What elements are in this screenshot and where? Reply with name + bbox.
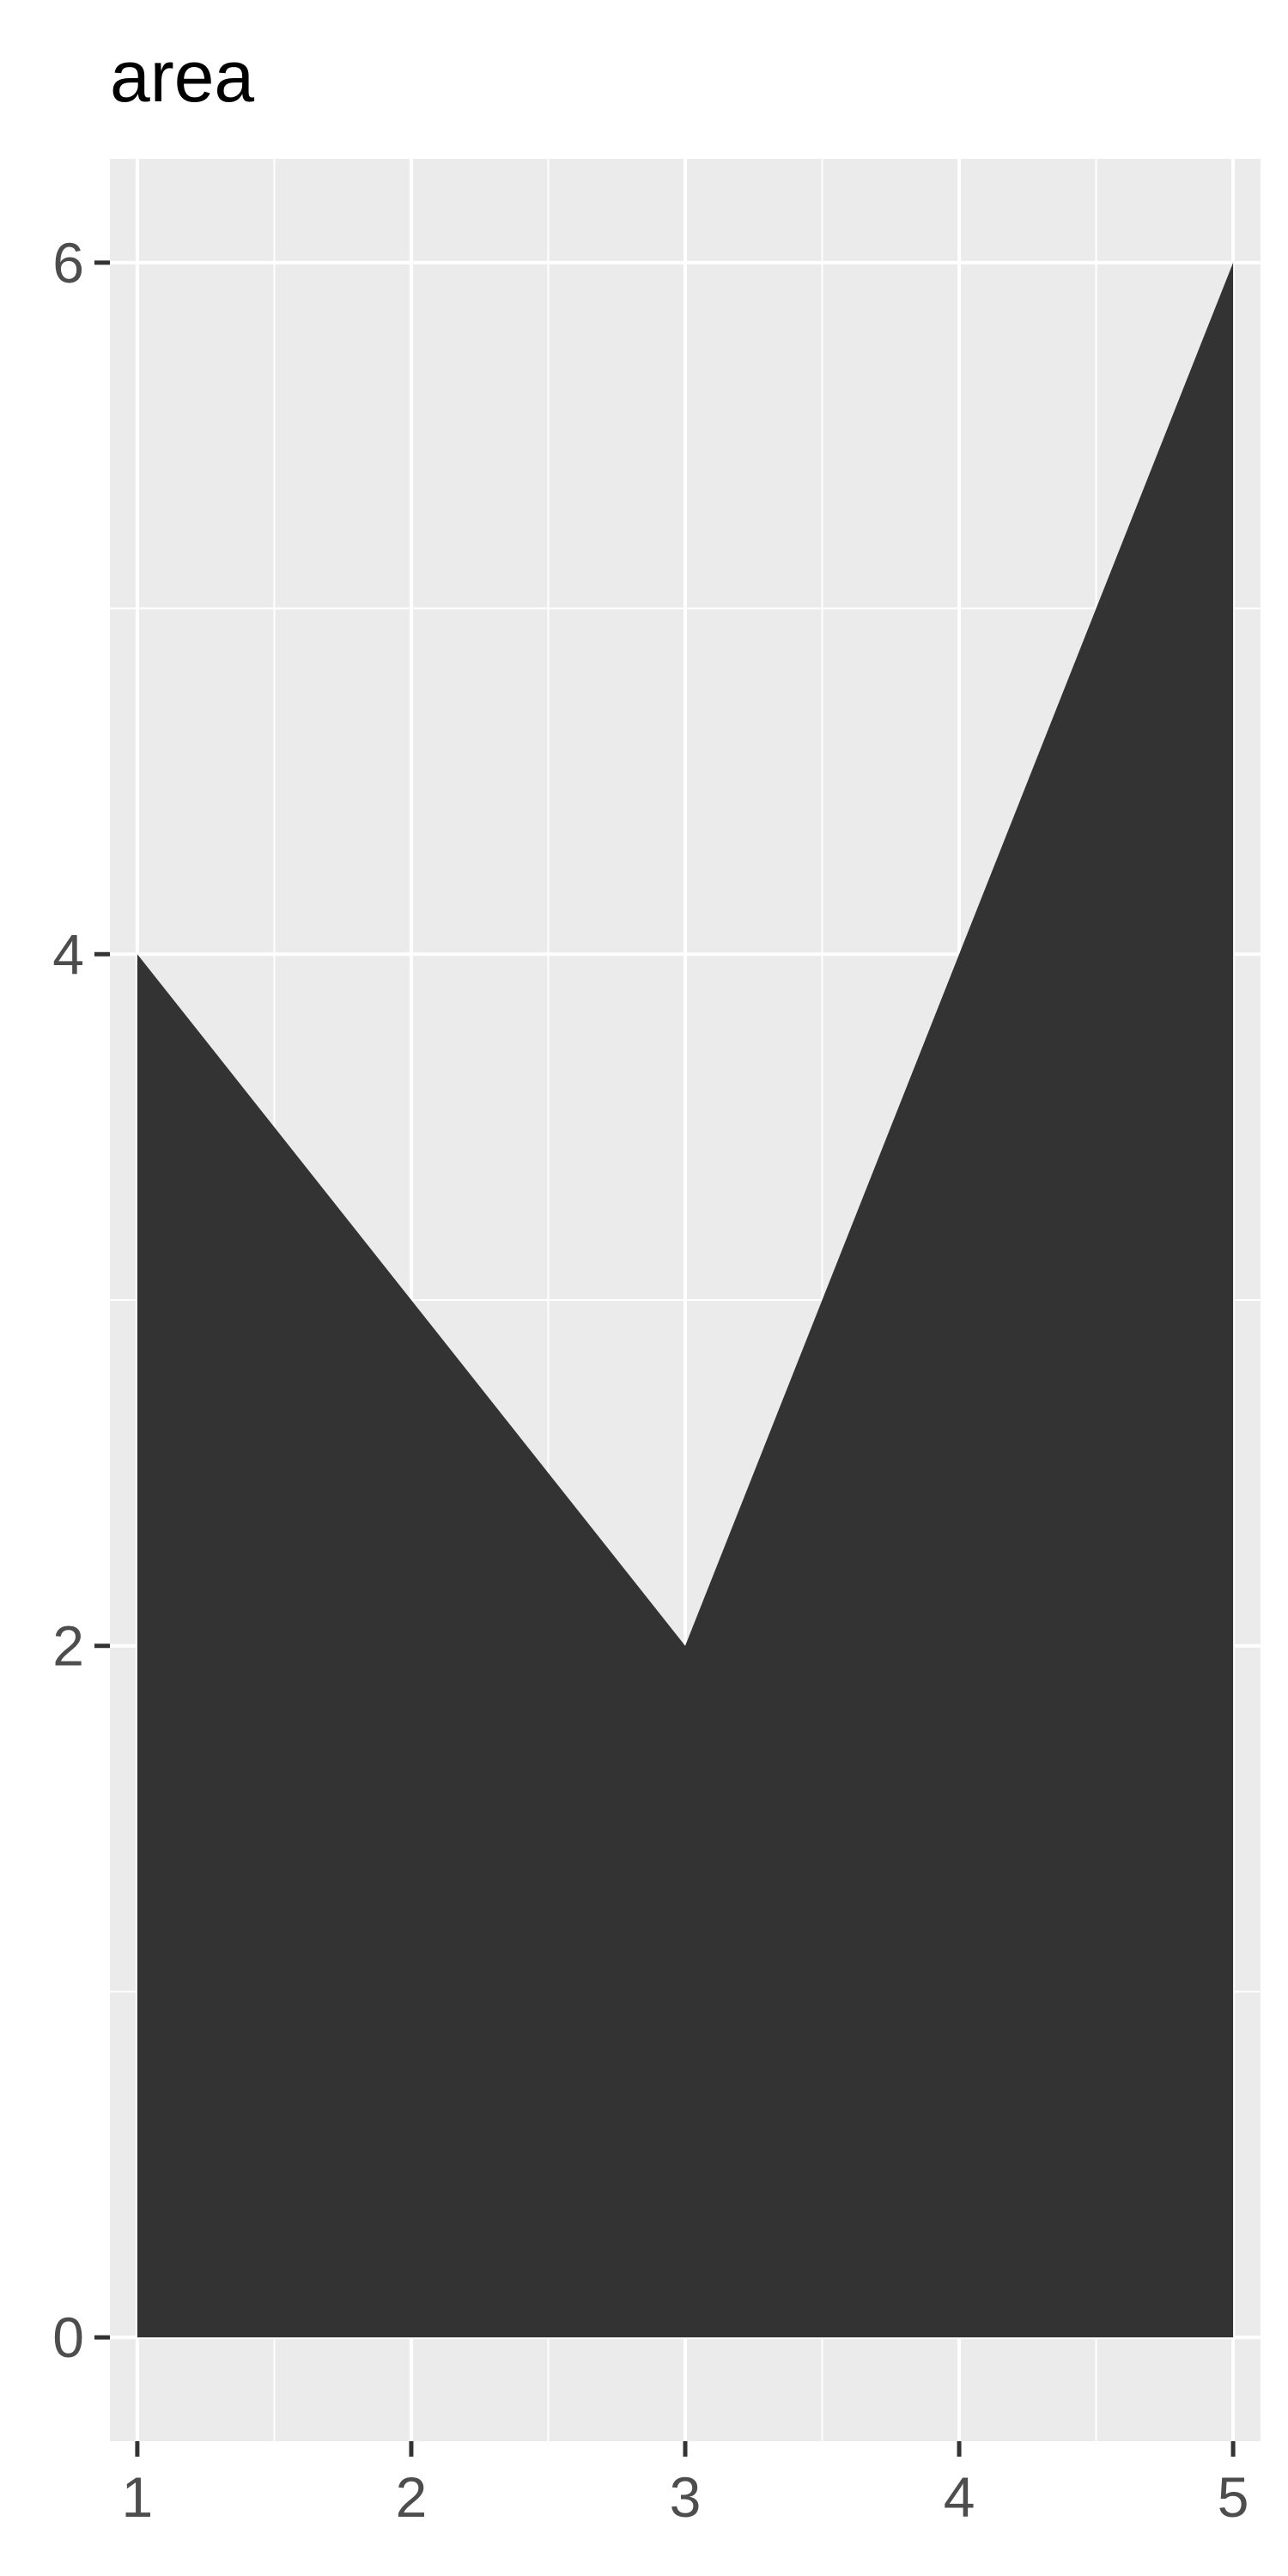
axis-ticks	[94, 260, 1236, 2457]
y-axis: 0 2 4 6	[52, 231, 84, 2369]
x-tick-label: 4	[944, 2465, 975, 2529]
chart-title: area	[110, 36, 254, 117]
y-tick-label: 4	[52, 922, 84, 986]
y-tick-label: 0	[52, 2306, 84, 2369]
y-tick-label: 6	[52, 231, 84, 295]
x-axis: 1 2 3 4 5	[122, 2465, 1249, 2529]
x-tick-label: 2	[396, 2465, 428, 2529]
x-tick-label: 3	[670, 2465, 702, 2529]
x-tick-label: 5	[1218, 2465, 1249, 2529]
area-series	[137, 262, 1234, 2338]
y-tick-label: 2	[52, 1614, 84, 1678]
x-tick-label: 1	[122, 2465, 154, 2529]
area-fill	[137, 262, 1234, 2338]
